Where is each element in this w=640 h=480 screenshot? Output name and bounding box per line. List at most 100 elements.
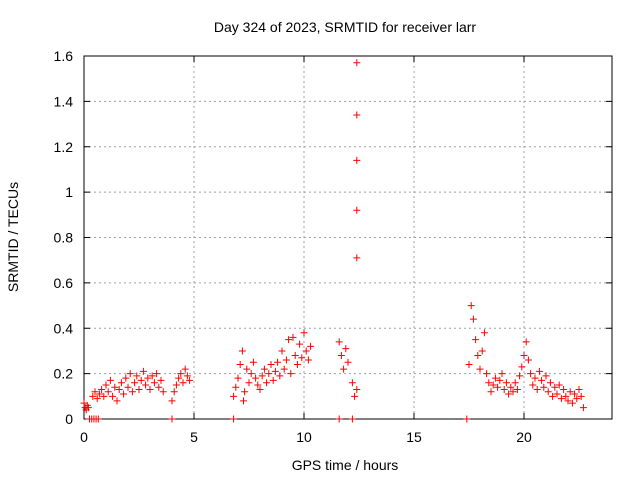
data-point bbox=[131, 379, 139, 387]
data-point bbox=[186, 376, 194, 384]
data-point bbox=[91, 388, 99, 396]
data-point bbox=[183, 372, 191, 380]
data-point bbox=[551, 383, 559, 391]
data-point bbox=[483, 370, 491, 378]
data-point bbox=[353, 111, 361, 119]
data-point bbox=[560, 386, 568, 394]
data-point bbox=[159, 388, 167, 396]
data-point bbox=[128, 388, 136, 396]
data-point bbox=[342, 345, 350, 353]
data-point bbox=[535, 367, 543, 375]
data-point bbox=[113, 397, 121, 405]
data-point bbox=[575, 386, 583, 394]
data-point bbox=[307, 342, 315, 350]
data-point bbox=[337, 351, 345, 359]
data-point bbox=[280, 365, 288, 373]
data-point bbox=[476, 365, 484, 373]
data-point bbox=[509, 388, 517, 396]
data-point bbox=[115, 386, 123, 394]
data-point bbox=[243, 365, 251, 373]
axis-ticks: 0 5 10 15 20 0 0.2 0.4 0.6 0.8 1 1.2 1.4 1.6 bbox=[54, 48, 612, 445]
x-tick-label: 10 bbox=[296, 429, 312, 445]
data-point bbox=[100, 392, 108, 400]
data-point bbox=[348, 415, 356, 423]
data-point bbox=[98, 386, 106, 394]
data-point bbox=[524, 356, 532, 364]
data-point bbox=[291, 351, 299, 359]
data-point bbox=[181, 365, 189, 373]
data-point bbox=[282, 356, 290, 364]
data-point bbox=[170, 388, 178, 396]
data-point bbox=[111, 383, 119, 391]
data-point bbox=[106, 376, 114, 384]
data-point bbox=[238, 347, 246, 355]
data-point bbox=[557, 395, 565, 403]
data-point bbox=[249, 358, 257, 366]
data-point bbox=[122, 374, 130, 382]
data-point bbox=[494, 383, 502, 391]
data-point bbox=[518, 363, 526, 371]
data-point bbox=[146, 386, 154, 394]
data-point bbox=[353, 254, 361, 262]
data-point bbox=[302, 347, 310, 355]
chart-title: Day 324 of 2023, SRMTID for receiver lar… bbox=[214, 19, 477, 35]
data-point bbox=[529, 381, 537, 389]
data-point bbox=[142, 381, 150, 389]
y-tick-label: 1 bbox=[65, 184, 73, 200]
data-point bbox=[487, 388, 495, 396]
data-point bbox=[144, 374, 152, 382]
data-point bbox=[168, 397, 176, 405]
data-point bbox=[577, 392, 585, 400]
data-point bbox=[496, 376, 504, 384]
data-point bbox=[513, 386, 521, 394]
data-point bbox=[293, 361, 301, 369]
data-point bbox=[276, 372, 284, 380]
data-point bbox=[474, 351, 482, 359]
data-point bbox=[465, 361, 473, 369]
data-point bbox=[533, 386, 541, 394]
y-tick-label: 0.4 bbox=[54, 320, 74, 336]
y-tick-label: 0 bbox=[65, 411, 73, 427]
data-point bbox=[348, 379, 356, 387]
data-point bbox=[489, 381, 497, 389]
data-point bbox=[148, 372, 156, 380]
data-point bbox=[252, 374, 260, 382]
data-point bbox=[153, 370, 161, 378]
data-point bbox=[135, 386, 143, 394]
data-point bbox=[304, 356, 312, 364]
grid bbox=[84, 56, 612, 419]
data-point bbox=[117, 379, 125, 387]
data-point bbox=[278, 347, 286, 355]
data-point bbox=[155, 383, 163, 391]
data-point bbox=[274, 358, 282, 366]
data-point bbox=[463, 415, 471, 423]
data-point bbox=[353, 386, 361, 394]
data-point bbox=[579, 404, 587, 412]
data-point bbox=[254, 381, 262, 389]
data-point bbox=[234, 374, 242, 382]
y-tick-label: 1.6 bbox=[54, 48, 74, 64]
data-point bbox=[540, 383, 548, 391]
data-point bbox=[568, 399, 576, 407]
data-point bbox=[104, 388, 112, 396]
data-point bbox=[498, 370, 506, 378]
data-point bbox=[353, 59, 361, 67]
data-point bbox=[502, 379, 510, 387]
data-point bbox=[335, 415, 343, 423]
data-point bbox=[289, 333, 297, 341]
data-point bbox=[285, 336, 293, 344]
data-point bbox=[353, 206, 361, 214]
data-point bbox=[139, 367, 147, 375]
data-point bbox=[491, 374, 499, 382]
y-axis-label: SRMTID / TECUs bbox=[5, 182, 21, 292]
data-point bbox=[109, 392, 117, 400]
data-point bbox=[94, 415, 102, 423]
data-point bbox=[84, 404, 92, 412]
data-point bbox=[353, 156, 361, 164]
data-point bbox=[263, 379, 271, 387]
data-point bbox=[230, 415, 238, 423]
data-point bbox=[236, 361, 244, 369]
data-point bbox=[95, 390, 103, 398]
data-point bbox=[269, 376, 277, 384]
data-point bbox=[480, 329, 488, 337]
